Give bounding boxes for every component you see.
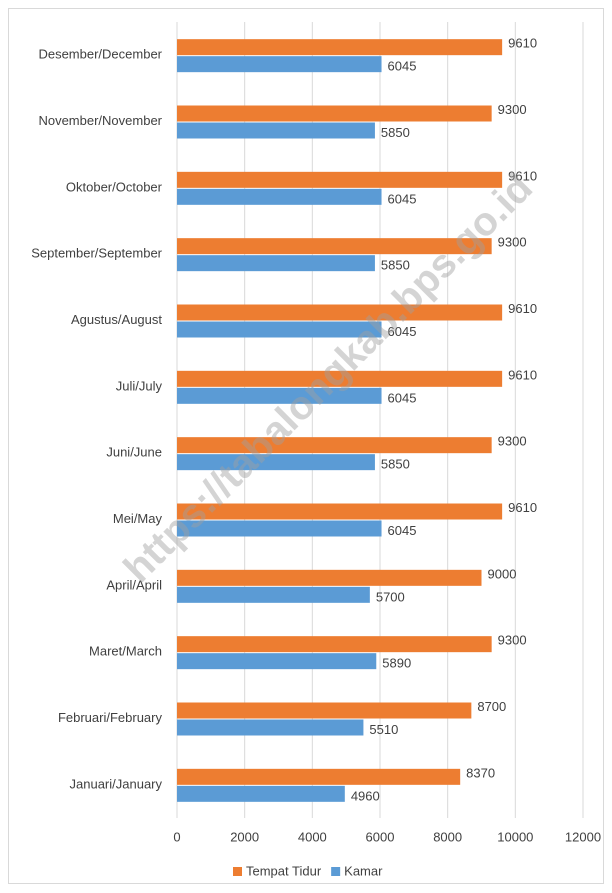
- data-label: 9610: [508, 168, 537, 183]
- data-label: 5850: [381, 125, 410, 140]
- data-label: 6045: [388, 191, 417, 206]
- data-label: 4960: [351, 788, 380, 803]
- y-tick-label: Agustus/August: [71, 312, 162, 327]
- legend-swatch: [331, 867, 341, 876]
- bar: [177, 105, 492, 122]
- bar: [177, 171, 503, 188]
- bar: [177, 653, 377, 670]
- y-tick-label: Januari/January: [70, 776, 163, 791]
- y-tick-label: September/September: [31, 246, 162, 261]
- data-label: 5850: [381, 457, 410, 472]
- data-label: 9610: [508, 36, 537, 51]
- bar: [177, 437, 492, 454]
- data-label: 9000: [488, 566, 517, 581]
- bar: [177, 304, 503, 321]
- y-tick-label: Oktober/October: [66, 179, 163, 194]
- legend-label: Kamar: [344, 863, 383, 878]
- legend-swatch: [233, 867, 242, 876]
- data-label: 9610: [508, 367, 537, 382]
- bar: [177, 122, 375, 139]
- data-label: 8700: [477, 699, 506, 714]
- data-label: 8370: [466, 765, 495, 780]
- bar: [177, 569, 482, 586]
- y-tick-label: April/April: [106, 577, 162, 592]
- x-tick-label: 12000: [565, 829, 601, 844]
- bar: [177, 454, 375, 471]
- legend-label: Tempat Tidur: [246, 863, 322, 878]
- bar: [177, 321, 382, 338]
- data-label: 9300: [498, 633, 527, 648]
- data-label: 5890: [382, 656, 411, 671]
- bar: [177, 520, 382, 537]
- data-label: 9610: [508, 301, 537, 316]
- bar: [177, 387, 382, 404]
- y-tick-label: Juli/July: [116, 378, 163, 393]
- bar: [177, 255, 375, 272]
- bar: [177, 586, 370, 603]
- bar: [177, 719, 364, 736]
- data-label: 5850: [381, 258, 410, 273]
- data-label: 9300: [498, 102, 527, 117]
- data-label: 6045: [388, 523, 417, 538]
- data-label: 9300: [498, 235, 527, 250]
- bar: [177, 56, 382, 73]
- bar: [177, 503, 503, 520]
- y-tick-label: Juni/June: [106, 445, 162, 460]
- data-label: 9610: [508, 500, 537, 515]
- data-label: 5510: [369, 722, 398, 737]
- bar: [177, 785, 345, 802]
- x-tick-label: 10000: [497, 829, 533, 844]
- bar: [177, 768, 461, 785]
- data-label: 5700: [376, 589, 405, 604]
- y-tick-label: November/November: [38, 113, 162, 128]
- y-tick-label: Desember/December: [38, 47, 162, 62]
- y-tick-label: Mei/May: [113, 511, 163, 526]
- bar: [177, 702, 472, 719]
- x-tick-label: 0: [173, 829, 180, 844]
- data-label: 6045: [388, 390, 417, 405]
- y-tick-label: Februari/February: [58, 710, 163, 725]
- chart-frame: [8, 8, 604, 884]
- y-tick-label: Maret/March: [89, 644, 162, 659]
- bar: [177, 636, 492, 653]
- bar: [177, 370, 503, 387]
- x-tick-label: 2000: [230, 829, 259, 844]
- bar: [177, 39, 503, 56]
- data-label: 9300: [498, 434, 527, 449]
- x-tick-label: 6000: [366, 829, 395, 844]
- data-label: 6045: [388, 324, 417, 339]
- bar: [177, 238, 492, 255]
- x-tick-label: 8000: [433, 829, 462, 844]
- data-label: 6045: [388, 59, 417, 74]
- x-tick-label: 4000: [298, 829, 327, 844]
- bar: [177, 188, 382, 205]
